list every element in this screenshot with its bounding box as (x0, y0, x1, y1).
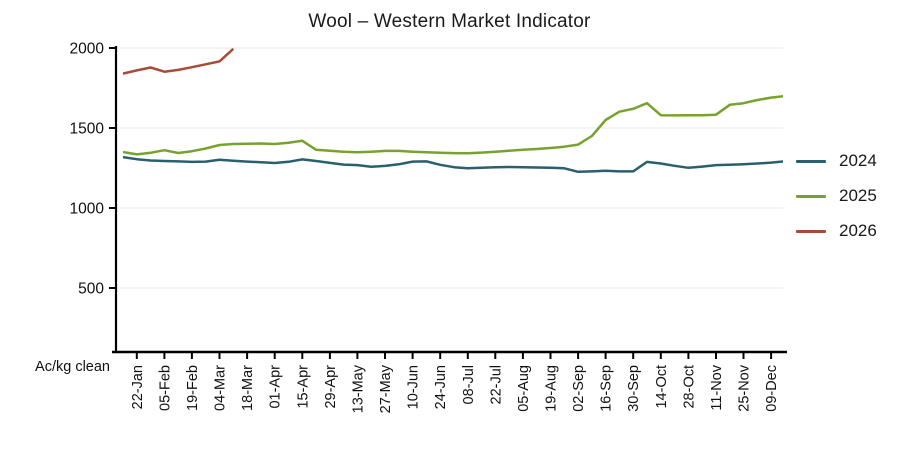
x-tick-label-22-Jan: 22-Jan (130, 365, 146, 409)
y-axis-unit-label: Ac/kg clean (35, 359, 110, 375)
x-tick-label-01-Apr: 01-Apr (268, 365, 284, 409)
x-tick-label-24-Jun: 24-Jun (433, 365, 449, 409)
x-tick-label-27-May: 27-May (378, 364, 394, 413)
y-tick-label-1000: 1000 (70, 201, 105, 218)
legend-label-2026: 2026 (839, 221, 877, 240)
legend-swatch-2025 (796, 194, 826, 198)
x-tick-label-28-Oct: 28-Oct (681, 365, 697, 409)
x-tick-label-05-Aug: 05-Aug (516, 365, 532, 412)
legend-item-2026: 2026 (796, 221, 877, 241)
x-tick-label-08-Jul: 08-Jul (461, 365, 477, 405)
chart-title: Wool – Western Market Indicator (308, 11, 591, 32)
legend-item-2025: 2025 (796, 186, 877, 206)
x-tick-label-02-Sep: 02-Sep (571, 365, 587, 412)
legend-label-2024: 2024 (839, 151, 877, 170)
legend-label-2025: 2025 (839, 186, 877, 205)
legend-swatch-2024 (796, 159, 826, 163)
x-tick-label-25-Nov: 25-Nov (737, 364, 753, 411)
x-tick-label-04-Mar: 04-Mar (213, 365, 229, 411)
series-line-2024 (122, 155, 783, 174)
x-tick-label-11-Nov: 11-Nov (709, 364, 725, 410)
x-tick-label-15-Apr: 15-Apr (295, 365, 311, 409)
x-tick-label-05-Feb: 05-Feb (157, 365, 173, 411)
legend-item-2024: 2024 (796, 151, 877, 171)
x-tick-label-14-Oct: 14-Oct (654, 365, 670, 409)
x-tick-label-29-Apr: 29-Apr (323, 365, 339, 409)
x-tick-label-10-Jun: 10-Jun (406, 365, 422, 409)
x-tick-label-13-May: 13-May (350, 364, 366, 413)
series-line-2026 (122, 47, 235, 75)
y-tick-label-500: 500 (78, 281, 104, 298)
legend: 2024 2025 2026 (796, 151, 877, 241)
y-tick-label-1500: 1500 (70, 121, 105, 138)
x-tick-label-19-Feb: 19-Feb (185, 365, 201, 411)
x-tick-label-19-Aug: 19-Aug (544, 365, 560, 412)
series-line-2025 (122, 94, 783, 156)
x-tick-label-30-Sep: 30-Sep (626, 365, 642, 412)
x-tick-label-16-Sep: 16-Sep (599, 365, 615, 412)
legend-swatch-2026 (796, 229, 826, 233)
x-tick-label-18-Mar: 18-Mar (240, 365, 256, 411)
x-tick-label-09-Dec: 09-Dec (764, 365, 780, 412)
x-tick-label-22-Jul: 22-Jul (488, 365, 504, 405)
y-tick-label-2000: 2000 (70, 41, 105, 58)
